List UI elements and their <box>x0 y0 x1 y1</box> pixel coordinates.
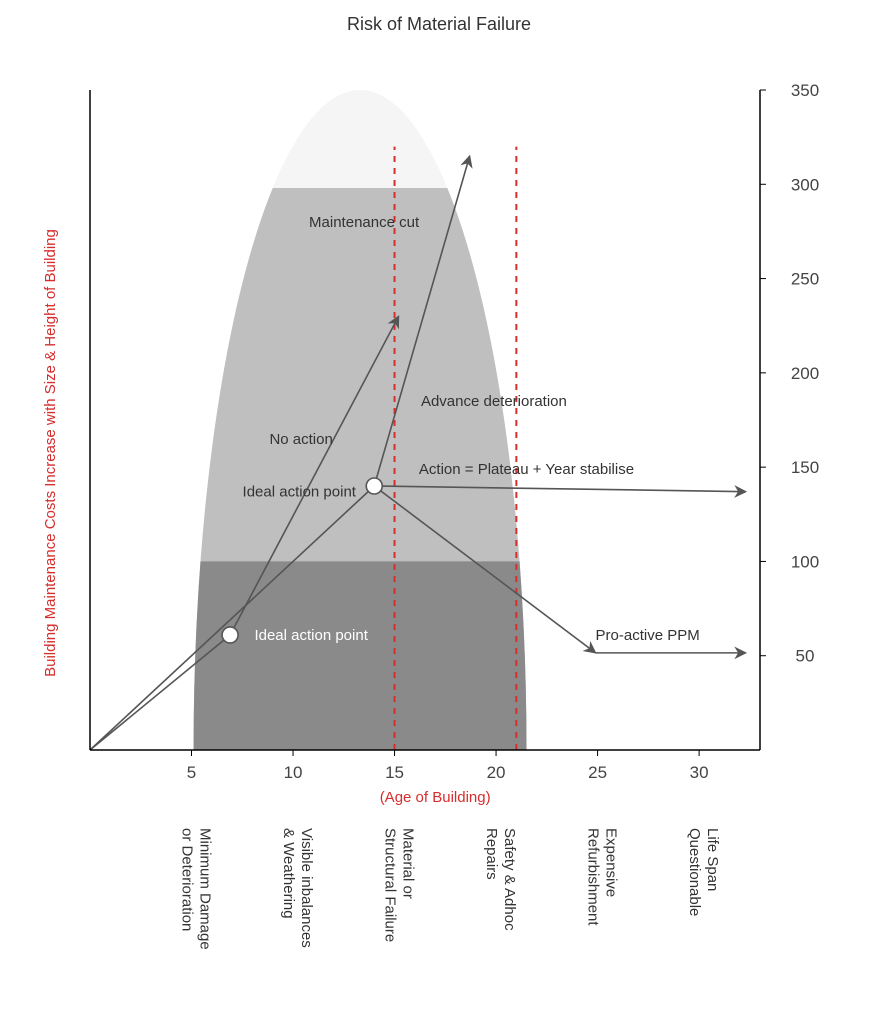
svg-text:Expensive: Expensive <box>603 828 620 897</box>
y-tick-6: 350 <box>791 81 819 100</box>
svg-text:Refurbishment: Refurbishment <box>585 828 602 926</box>
x-axis-label: (Age of Building) <box>380 789 491 806</box>
svg-text:Questionable: Questionable <box>686 828 703 916</box>
annotation-1: Advance deterioration <box>421 393 567 410</box>
svg-text:Life Span: Life Span <box>704 828 721 891</box>
y-tick-4: 250 <box>791 270 819 289</box>
chart-title: Risk of Material Failure <box>347 14 531 34</box>
y-axis-label: Building Maintenance Costs Increase with… <box>42 229 59 677</box>
y-tick-2: 150 <box>791 458 819 477</box>
stage-label-1: Visible inbalances& Weathering <box>280 828 315 948</box>
chart-stage: Risk of Material Failure Maintenance cut A… <box>0 0 879 1024</box>
svg-text:& Weathering: & Weathering <box>280 828 297 919</box>
y-tick-3: 200 <box>791 364 819 383</box>
annotation-4: Ideal action point <box>243 484 357 501</box>
annotation-2: No action <box>269 431 332 448</box>
x-tick-1: 10 <box>284 763 303 782</box>
x-tick-4: 25 <box>588 763 607 782</box>
action-point-0 <box>366 478 382 494</box>
annotation-3: Action = Plateau + Year stabilise <box>419 461 634 478</box>
x-tick-0: 5 <box>187 763 196 782</box>
x-tick-2: 15 <box>385 763 404 782</box>
y-tick-0: 50 <box>796 647 815 666</box>
x-tick-3: 20 <box>487 763 506 782</box>
svg-text:Material or: Material or <box>400 828 417 899</box>
annotation-0: Maintenance cut <box>309 214 420 231</box>
annotation-6: Pro-active PPM <box>596 627 700 644</box>
annotation-5: Ideal action point <box>254 627 368 644</box>
x-tick-5: 30 <box>690 763 709 782</box>
y-tick-5: 300 <box>791 175 819 194</box>
svg-text:Safety & Adhoc: Safety & Adhoc <box>501 828 518 931</box>
stage-label-0: Minimum Damageor Deterioration <box>179 828 214 950</box>
svg-text:Visible inbalances: Visible inbalances <box>298 828 315 948</box>
svg-text:or Deterioration: or Deterioration <box>179 828 196 931</box>
chart-svg: Risk of Material Failure Maintenance cut A… <box>0 0 879 1024</box>
svg-text:Structural Failure: Structural Failure <box>382 828 399 942</box>
stage-label-3: Safety & AdhocRepairs <box>483 828 518 931</box>
svg-text:Minimum Damage: Minimum Damage <box>197 828 214 950</box>
y-tick-1: 100 <box>791 552 819 571</box>
stage-label-2: Material orStructural Failure <box>382 828 417 942</box>
svg-text:Repairs: Repairs <box>483 828 500 880</box>
stage-label-4: ExpensiveRefurbishment <box>585 828 620 926</box>
stage-label-5: Life SpanQuestionable <box>686 828 721 916</box>
action-point-1 <box>222 627 238 643</box>
